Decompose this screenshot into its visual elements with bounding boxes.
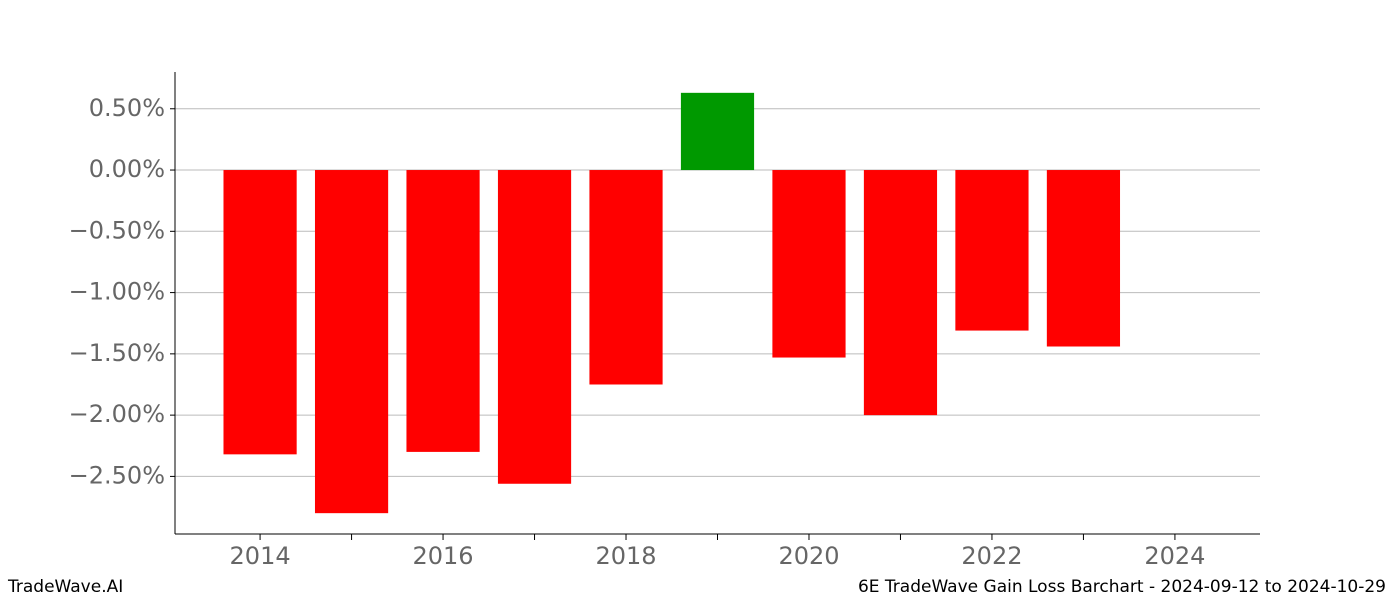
footer-left: TradeWave.AI [7,577,123,597]
y-tick-label: −2.50% [69,461,165,489]
x-tick-label: 2024 [1144,542,1205,570]
bar [406,170,480,452]
footer-right: 6E TradeWave Gain Loss Barchart - 2024-0… [858,577,1386,597]
bar [680,92,755,171]
x-tick-label: 2022 [961,542,1022,570]
y-tick-label: −2.00% [69,400,165,428]
y-tick-label: 0.50% [89,94,165,122]
y-tick-label: −1.00% [69,278,165,306]
y-tick-label: −0.50% [69,216,165,244]
bar [589,170,663,385]
bar [863,170,938,416]
x-tick-label: 2016 [413,542,474,570]
y-tick-label: −1.50% [69,339,165,367]
bar [772,170,846,358]
y-tick-label: 0.00% [89,155,165,183]
x-tick-label: 2020 [778,542,839,570]
bar [955,170,1029,331]
bar [314,170,389,514]
bar [497,170,572,484]
bar [1046,170,1121,347]
x-tick-label: 2018 [595,542,656,570]
bar [223,170,297,455]
x-tick-label: 2014 [230,542,291,570]
